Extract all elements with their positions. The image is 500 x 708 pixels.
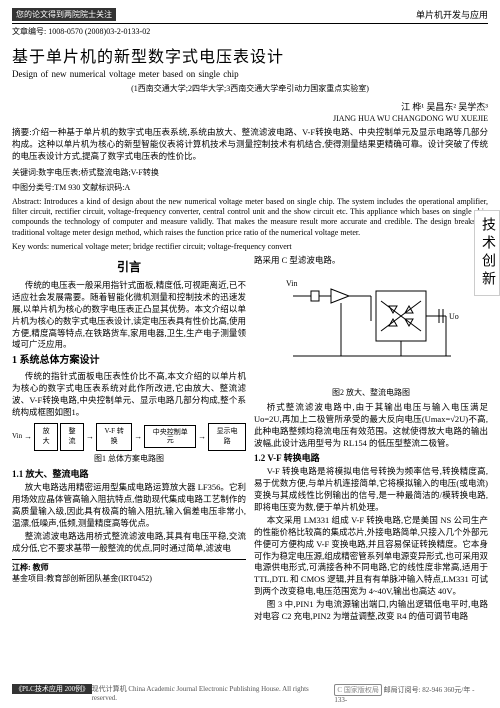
fig2-uo-label: Uo xyxy=(449,312,459,321)
authors-cn: 江 桦¹ 吴昌东² 吴学杰³ xyxy=(12,100,488,113)
fig1-block-amp: 放大 xyxy=(34,423,58,451)
fig2-text: 桥式整流滤波电路中,由于其输出电压与输入电压满足 Uo=2U,再加上二极管所承受… xyxy=(254,402,488,450)
right-line1: 路采用 C 型滤波电路。 xyxy=(254,255,488,267)
arrow-icon: → xyxy=(86,431,94,442)
footer-author: 江桦: 教师 xyxy=(12,562,246,573)
circuit-diagram: Vin Uo xyxy=(281,271,461,381)
fig1-block-disp: 显示电路 xyxy=(208,423,246,451)
right-column: 路采用 C 型滤波电路。 Vin xyxy=(254,255,488,624)
fig2-vin-label: Vin xyxy=(286,279,298,288)
sub11-text: 放大电路选用精密运用型集成电路运算放大器 LF356。它利用场效应晶体管高输入阻… xyxy=(12,482,246,530)
c-logo-icon: C 国家版权局 xyxy=(334,684,381,696)
fig1-block-vf: V-F 转换 xyxy=(96,423,132,451)
fig2-caption: 图2 放大、整流电路图 xyxy=(254,387,488,398)
top-left-badge: 您的论文得到两院院士关注 xyxy=(12,8,116,21)
figure-2: Vin Uo xyxy=(254,271,488,398)
abstract-cn: 摘要:介绍一种基于单片机的数字式电压表系统,系统由放大、整流滤波电路、V-F转换… xyxy=(12,127,488,163)
publisher-note: 现代计算机 China Academic Journal Electronic … xyxy=(92,684,335,704)
sub12-text2: 本文采用 LM331 组成 V-F 转换电路,它是美国 NS 公司生产的性能价格… xyxy=(254,515,488,598)
bottom-bar: 《PLC技术应用 200例》 现代计算机 China Academic Jour… xyxy=(12,684,488,704)
intro-heading: 引言 xyxy=(12,259,246,276)
side-label: 技术创新 xyxy=(474,210,500,296)
arrow-icon: → xyxy=(134,431,142,442)
title-en: Design of new numerical voltage meter ba… xyxy=(12,69,488,79)
abstract-en: Abstract: Introduces a kind of design ab… xyxy=(12,197,488,239)
arrow-icon: → xyxy=(24,431,32,442)
figure-1: Vin → 放大 整流 → V-F 转换 → 中央控制单元 → 显示电路 图1 … xyxy=(12,423,246,464)
keywords-en: Key words: numerical voltage meter; brid… xyxy=(12,242,488,251)
intro-text: 传统的电压表一般采用指针式面板,精度低,可视距离近,已不适应社会发展需要。随着智… xyxy=(12,280,246,351)
footer-fund: 基金项目:教育部创新团队基金(IRT0452) xyxy=(12,573,246,584)
top-bar: 您的论文得到两院院士关注 单片机开发与应用 xyxy=(12,8,488,24)
affiliation: (1西南交通大学;2四华大学;3西南交通大学牵引动力国家重点实验室) xyxy=(12,83,488,94)
sec1-heading: 1 系统总体方案设计 xyxy=(12,354,246,368)
article-id: 文章编号: 1008-0570 (2008)03-2-0133-02 xyxy=(12,26,488,37)
sub11-heading: 1.1 放大、整流电路 xyxy=(12,468,246,481)
plc-tag: 《PLC技术应用 200例》 xyxy=(12,684,92,694)
fig1-caption: 图1 总体方案电路图 xyxy=(12,453,246,464)
sec1-text: 传统的指针式面板电压表性价比不高,本文介绍的以单片机为核心的数字式电压表系统对此… xyxy=(12,371,246,419)
sub11-text2: 整流滤波电路选用桥式整流滤波电路,其具有电压平稳,交流成分低,它不要求基带一般整… xyxy=(12,531,246,555)
fig1-block-rect: 整流 xyxy=(60,423,84,451)
keywords-cn: 关键词:数字电压表;桥式整流电路;V-F转换 xyxy=(12,167,488,178)
two-column-body: 引言 传统的电压表一般采用指针式面板,精度低,可视距离近,已不适应社会发展需要。… xyxy=(12,255,488,624)
footer-info: 江桦: 教师 基金项目:教育部创新团队基金(IRT0452) xyxy=(12,559,246,584)
sub12-text: V-F 转换电路是将模拟电信号转换为频率信号,转换精度高,易于优数方便,与单片机… xyxy=(254,466,488,514)
fig1-block-mcu: 中央控制单元 xyxy=(144,425,196,448)
fig1-vin: Vin xyxy=(12,432,22,442)
sub12-text3: 图 3 中,PIN1 为电流源输出端口,内输出逻辑低电平时,电路对电容 C2 充… xyxy=(254,599,488,623)
title-cn: 基于单片机的新型数字式电压表设计 xyxy=(12,43,488,67)
authors-en: JIANG HUA WU CHANGDONG WU XUEJIE xyxy=(12,114,488,123)
arrow-icon: → xyxy=(198,431,206,442)
classification: 中图分类号:TM 930 文献标识码:A xyxy=(12,182,488,193)
left-column: 引言 传统的电压表一般采用指针式面板,精度低,可视距离近,已不适应社会发展需要。… xyxy=(12,255,246,624)
sub12-heading: 1.2 V-F 转换电路 xyxy=(254,452,488,465)
top-right-category: 单片机开发与应用 xyxy=(416,8,488,21)
